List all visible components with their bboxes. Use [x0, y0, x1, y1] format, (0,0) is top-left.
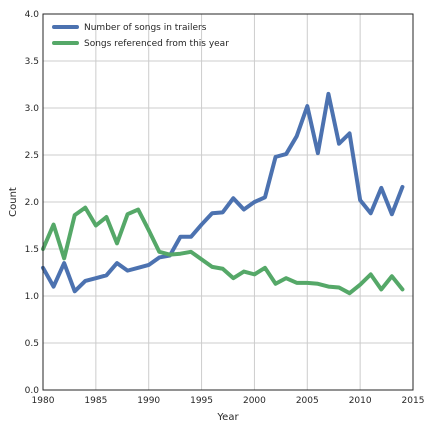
y-tick-label: 0.0 [25, 386, 40, 396]
series-line-trailers [41, 91, 405, 294]
legend-label-referenced: Songs referenced from this year [84, 39, 229, 49]
y-tick-label: 2.0 [25, 198, 40, 208]
x-tick-label: 1990 [137, 396, 160, 406]
x-tick-label: 1985 [84, 396, 107, 406]
y-tick-label: 1.0 [25, 292, 40, 302]
y-tick-label: 2.5 [25, 151, 39, 161]
y-axis-label: Count [8, 187, 19, 217]
x-axis-label: Year [216, 412, 239, 423]
y-tick-label: 3.0 [25, 104, 40, 114]
x-tick-label: 2005 [296, 396, 319, 406]
legend-label-trailers: Number of songs in trailers [84, 23, 207, 33]
x-tick-label: 1995 [190, 396, 213, 406]
tick-labels: 1980 1985 1990 1995 2000 2005 2010 2015 0.0 0.5 1.… [25, 10, 425, 406]
y-tick-label: 4.0 [25, 10, 40, 20]
y-tick-label: 1.5 [25, 245, 39, 255]
series-lines [41, 91, 405, 296]
series-line-referenced [41, 205, 405, 296]
x-tick-label: 2010 [349, 396, 372, 406]
y-tick-label: 3.5 [25, 57, 39, 67]
x-tick-label: 1980 [32, 396, 55, 406]
x-tick-label: 2015 [402, 396, 425, 406]
y-tick-label: 0.5 [25, 339, 39, 349]
legend: Number of songs in trailers Songs refere… [52, 23, 229, 49]
plot-frame [42, 13, 414, 391]
x-tick-label: 2000 [243, 396, 266, 406]
